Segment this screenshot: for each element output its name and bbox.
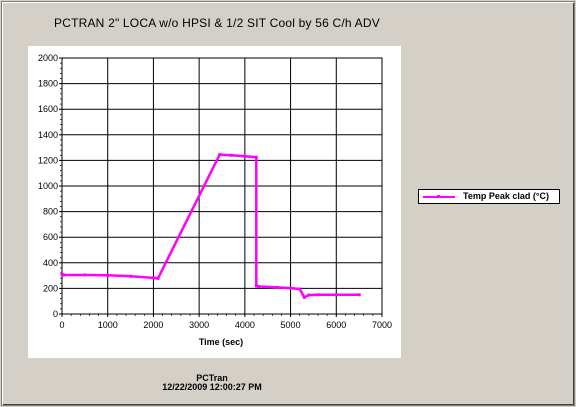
y-tick-label: 600 bbox=[43, 232, 58, 242]
data-point bbox=[289, 286, 293, 290]
y-tick-label: 1000 bbox=[38, 181, 58, 191]
x-tick-label: 3000 bbox=[189, 320, 209, 330]
y-tick-label: 2000 bbox=[38, 53, 58, 63]
x-tick-label: 7000 bbox=[372, 320, 392, 330]
footer-app-name: PCTran bbox=[196, 373, 228, 383]
y-tick-label: 200 bbox=[43, 283, 58, 293]
data-point bbox=[218, 153, 222, 157]
y-tick-label: 0 bbox=[53, 309, 58, 319]
data-point bbox=[151, 276, 155, 280]
data-point bbox=[83, 273, 87, 277]
data-point bbox=[156, 276, 160, 280]
data-point bbox=[60, 272, 64, 276]
data-point bbox=[257, 284, 261, 288]
y-tick-label: 1400 bbox=[38, 130, 58, 140]
data-point bbox=[106, 273, 110, 277]
legend-label: Temp Peak clad (°C) bbox=[463, 191, 549, 201]
x-tick-label: 5000 bbox=[281, 320, 301, 330]
data-point bbox=[275, 285, 279, 289]
y-tick-label: 400 bbox=[43, 258, 58, 268]
data-point bbox=[307, 293, 311, 297]
y-tick-label: 1600 bbox=[38, 104, 58, 114]
data-point bbox=[298, 287, 302, 291]
x-tick-label: 4000 bbox=[235, 320, 255, 330]
chart-title: PCTRAN 2" LOCA w/o HPSI & 1/2 SIT Cool b… bbox=[54, 16, 380, 30]
x-axis-title: Time (sec) bbox=[199, 337, 243, 347]
legend: Temp Peak clad (°C) bbox=[418, 189, 560, 204]
y-tick-label: 1200 bbox=[38, 155, 58, 165]
data-point bbox=[302, 295, 306, 299]
plot-panel: 0 1000 2000 3000 4000 5000 6000 7000 0 200 400 600 8… bbox=[28, 46, 401, 358]
data-point bbox=[254, 155, 258, 159]
line-chart: 0 1000 2000 3000 4000 5000 6000 7000 0 200 400 600 8… bbox=[38, 53, 392, 347]
data-point bbox=[243, 154, 247, 158]
data-point bbox=[316, 293, 320, 297]
data-point bbox=[357, 293, 361, 297]
data-point bbox=[229, 153, 233, 157]
data-point bbox=[254, 284, 258, 288]
y-tick-label: 1800 bbox=[38, 79, 58, 89]
x-tick-label: 6000 bbox=[326, 320, 346, 330]
data-point bbox=[129, 274, 133, 278]
footer-timestamp: 12/22/2009 12:00:27 PM bbox=[162, 382, 262, 392]
x-tick-label: 0 bbox=[59, 320, 64, 330]
data-point bbox=[62, 273, 66, 277]
legend-marker bbox=[437, 195, 440, 198]
data-point bbox=[334, 293, 338, 297]
x-tick-label: 1000 bbox=[98, 320, 118, 330]
x-tick-label: 2000 bbox=[143, 320, 163, 330]
y-tick-label: 800 bbox=[43, 207, 58, 217]
